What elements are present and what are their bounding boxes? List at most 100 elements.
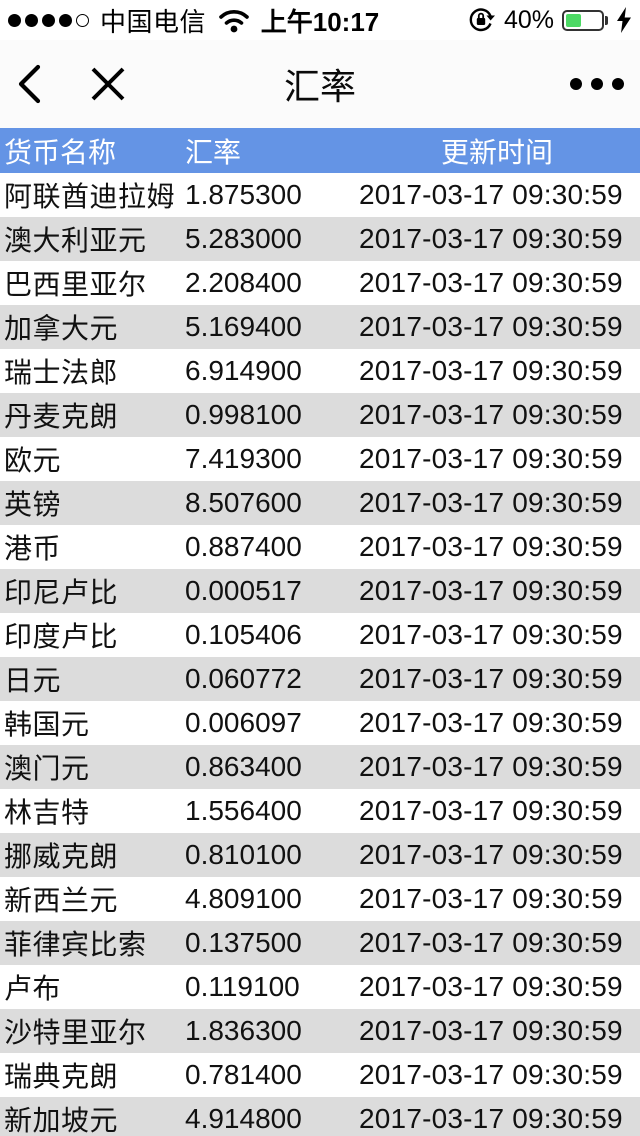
table-row: 欧元 7.419300 2017-03-17 09:30:59: [0, 437, 640, 481]
table-body: 阿联酋迪拉姆 1.875300 2017-03-17 09:30:59 澳大利亚元 5.…: [0, 173, 640, 1136]
rate-cell: 7.419300: [185, 443, 302, 474]
currency-name-cell: 新加坡元: [4, 1105, 119, 1136]
update-time-cell: 2017-03-17 09:30:59: [359, 1015, 623, 1046]
rate-cell: 0.105406: [185, 619, 302, 650]
table-row: 巴西里亚尔 2.208400 2017-03-17 09:30:59: [0, 261, 640, 305]
rate-cell: 0.887400: [185, 531, 302, 562]
table-row: 沙特里亚尔 1.836300 2017-03-17 09:30:59: [0, 1009, 640, 1053]
update-time-cell: 2017-03-17 09:30:59: [359, 179, 623, 210]
currency-name-cell: 阿联酋迪拉姆: [4, 181, 176, 212]
more-dots-icon: [570, 78, 582, 90]
table-row: 瑞士法郎 6.914900 2017-03-17 09:30:59: [0, 349, 640, 393]
table-row: 新加坡元 4.914800 2017-03-17 09:30:59: [0, 1097, 640, 1136]
currency-name-cell: 欧元: [4, 445, 62, 476]
currency-name-cell: 巴西里亚尔: [4, 269, 147, 300]
wifi-icon: [217, 7, 251, 33]
update-time-cell: 2017-03-17 09:30:59: [359, 531, 623, 562]
orientation-lock-icon: [466, 5, 496, 35]
update-time-cell: 2017-03-17 09:30:59: [359, 795, 623, 826]
update-time-cell: 2017-03-17 09:30:59: [359, 707, 623, 738]
exchange-rate-table: 货币名称 汇率 更新时间 阿联酋迪拉姆 1.875300 2017-03-17 09…: [0, 128, 640, 1136]
cell-signal-icon: [8, 13, 89, 27]
update-time-cell: 2017-03-17 09:30:59: [359, 839, 623, 870]
rate-cell: 4.914800: [185, 1103, 302, 1134]
update-time-cell: 2017-03-17 09:30:59: [359, 663, 623, 694]
rate-cell: 6.914900: [185, 355, 302, 386]
rate-cell: 0.060772: [185, 663, 302, 694]
battery-percent-label: 40%: [503, 5, 554, 34]
back-chevron-icon: [16, 62, 42, 106]
update-time-cell: 2017-03-17 09:30:59: [359, 883, 623, 914]
rate-cell: 0.137500: [185, 927, 302, 958]
update-time-cell: 2017-03-17 09:30:59: [359, 443, 623, 474]
rate-cell: 0.006097: [185, 707, 302, 738]
currency-name-cell: 韩国元: [4, 709, 90, 740]
currency-name-cell: 卢布: [4, 973, 62, 1004]
currency-name-cell: 澳门元: [4, 753, 90, 784]
update-time-cell: 2017-03-17 09:30:59: [359, 751, 623, 782]
status-left: 中国电信: [8, 2, 251, 39]
update-time-cell: 2017-03-17 09:30:59: [359, 1059, 623, 1090]
charging-bolt-icon: [616, 7, 632, 33]
update-time-cell: 2017-03-17 09:30:59: [359, 1103, 623, 1134]
rate-cell: 0.000517: [185, 575, 302, 606]
currency-name-cell: 加拿大元: [4, 313, 119, 344]
update-time-cell: 2017-03-17 09:30:59: [359, 971, 623, 1002]
update-time-cell: 2017-03-17 09:30:59: [359, 311, 623, 342]
rate-cell: 1.875300: [185, 179, 302, 210]
currency-name-cell: 英镑: [4, 489, 62, 520]
header-update-time: 更新时间: [440, 136, 553, 168]
update-time-cell: 2017-03-17 09:30:59: [359, 619, 623, 650]
table-header-row: 货币名称 汇率 更新时间: [0, 128, 640, 173]
status-right: 40%: [466, 5, 632, 35]
table-row: 阿联酋迪拉姆 1.875300 2017-03-17 09:30:59: [0, 173, 640, 217]
battery-fill: [566, 13, 582, 27]
rate-cell: 0.781400: [185, 1059, 302, 1090]
update-time-cell: 2017-03-17 09:30:59: [359, 927, 623, 958]
table-row: 瑞典克朗 0.781400 2017-03-17 09:30:59: [0, 1053, 640, 1097]
table-row: 挪威克朗 0.810100 2017-03-17 09:30:59: [0, 833, 640, 877]
table-row: 印尼卢比 0.000517 2017-03-17 09:30:59: [0, 569, 640, 613]
currency-name-cell: 瑞典克朗: [4, 1061, 119, 1092]
rate-cell: 5.169400: [185, 311, 302, 342]
close-button[interactable]: [88, 64, 128, 104]
currency-name-cell: 澳大利亚元: [4, 225, 147, 256]
update-time-cell: 2017-03-17 09:30:59: [359, 487, 623, 518]
close-x-icon: [88, 64, 128, 104]
back-button[interactable]: [16, 62, 42, 106]
currency-name-cell: 沙特里亚尔: [4, 1017, 147, 1048]
table-row: 卢布 0.119100 2017-03-17 09:30:59: [0, 965, 640, 1009]
rate-cell: 8.507600: [185, 487, 302, 518]
carrier-label: 中国电信: [100, 6, 207, 37]
currency-name-cell: 新西兰元: [4, 885, 119, 916]
rate-cell: 4.809100: [185, 883, 302, 914]
rate-cell: 5.283000: [185, 223, 302, 254]
rate-cell: 2.208400: [185, 267, 302, 298]
table-row: 新西兰元 4.809100 2017-03-17 09:30:59: [0, 877, 640, 921]
update-time-cell: 2017-03-17 09:30:59: [359, 575, 623, 606]
currency-name-cell: 瑞士法郎: [4, 357, 119, 388]
table-row: 菲律宾比索 0.137500 2017-03-17 09:30:59: [0, 921, 640, 965]
status-bar: 中国电信 上午10:17 40%: [0, 0, 640, 40]
currency-name-cell: 林吉特: [4, 797, 90, 828]
rate-cell: 1.836300: [185, 1015, 302, 1046]
table-row: 加拿大元 5.169400 2017-03-17 09:30:59: [0, 305, 640, 349]
header-currency-name: 货币名称: [4, 136, 117, 168]
table-row: 港币 0.887400 2017-03-17 09:30:59: [0, 525, 640, 569]
rate-cell: 0.119100: [185, 971, 300, 1002]
update-time-cell: 2017-03-17 09:30:59: [359, 399, 623, 430]
table-row: 英镑 8.507600 2017-03-17 09:30:59: [0, 481, 640, 525]
currency-name-cell: 港币: [4, 533, 62, 564]
rate-cell: 0.863400: [185, 751, 302, 782]
table-row: 丹麦克朗 0.998100 2017-03-17 09:30:59: [0, 393, 640, 437]
rate-cell: 0.810100: [185, 839, 302, 870]
currency-name-cell: 挪威克朗: [4, 841, 119, 872]
table-row: 日元 0.060772 2017-03-17 09:30:59: [0, 657, 640, 701]
table-row: 韩国元 0.006097 2017-03-17 09:30:59: [0, 701, 640, 745]
more-menu-button[interactable]: [570, 78, 624, 90]
currency-name-cell: 丹麦克朗: [4, 401, 119, 432]
table-row: 澳大利亚元 5.283000 2017-03-17 09:30:59: [0, 217, 640, 261]
currency-name-cell: 印尼卢比: [4, 577, 119, 608]
table-row: 印度卢比 0.105406 2017-03-17 09:30:59: [0, 613, 640, 657]
